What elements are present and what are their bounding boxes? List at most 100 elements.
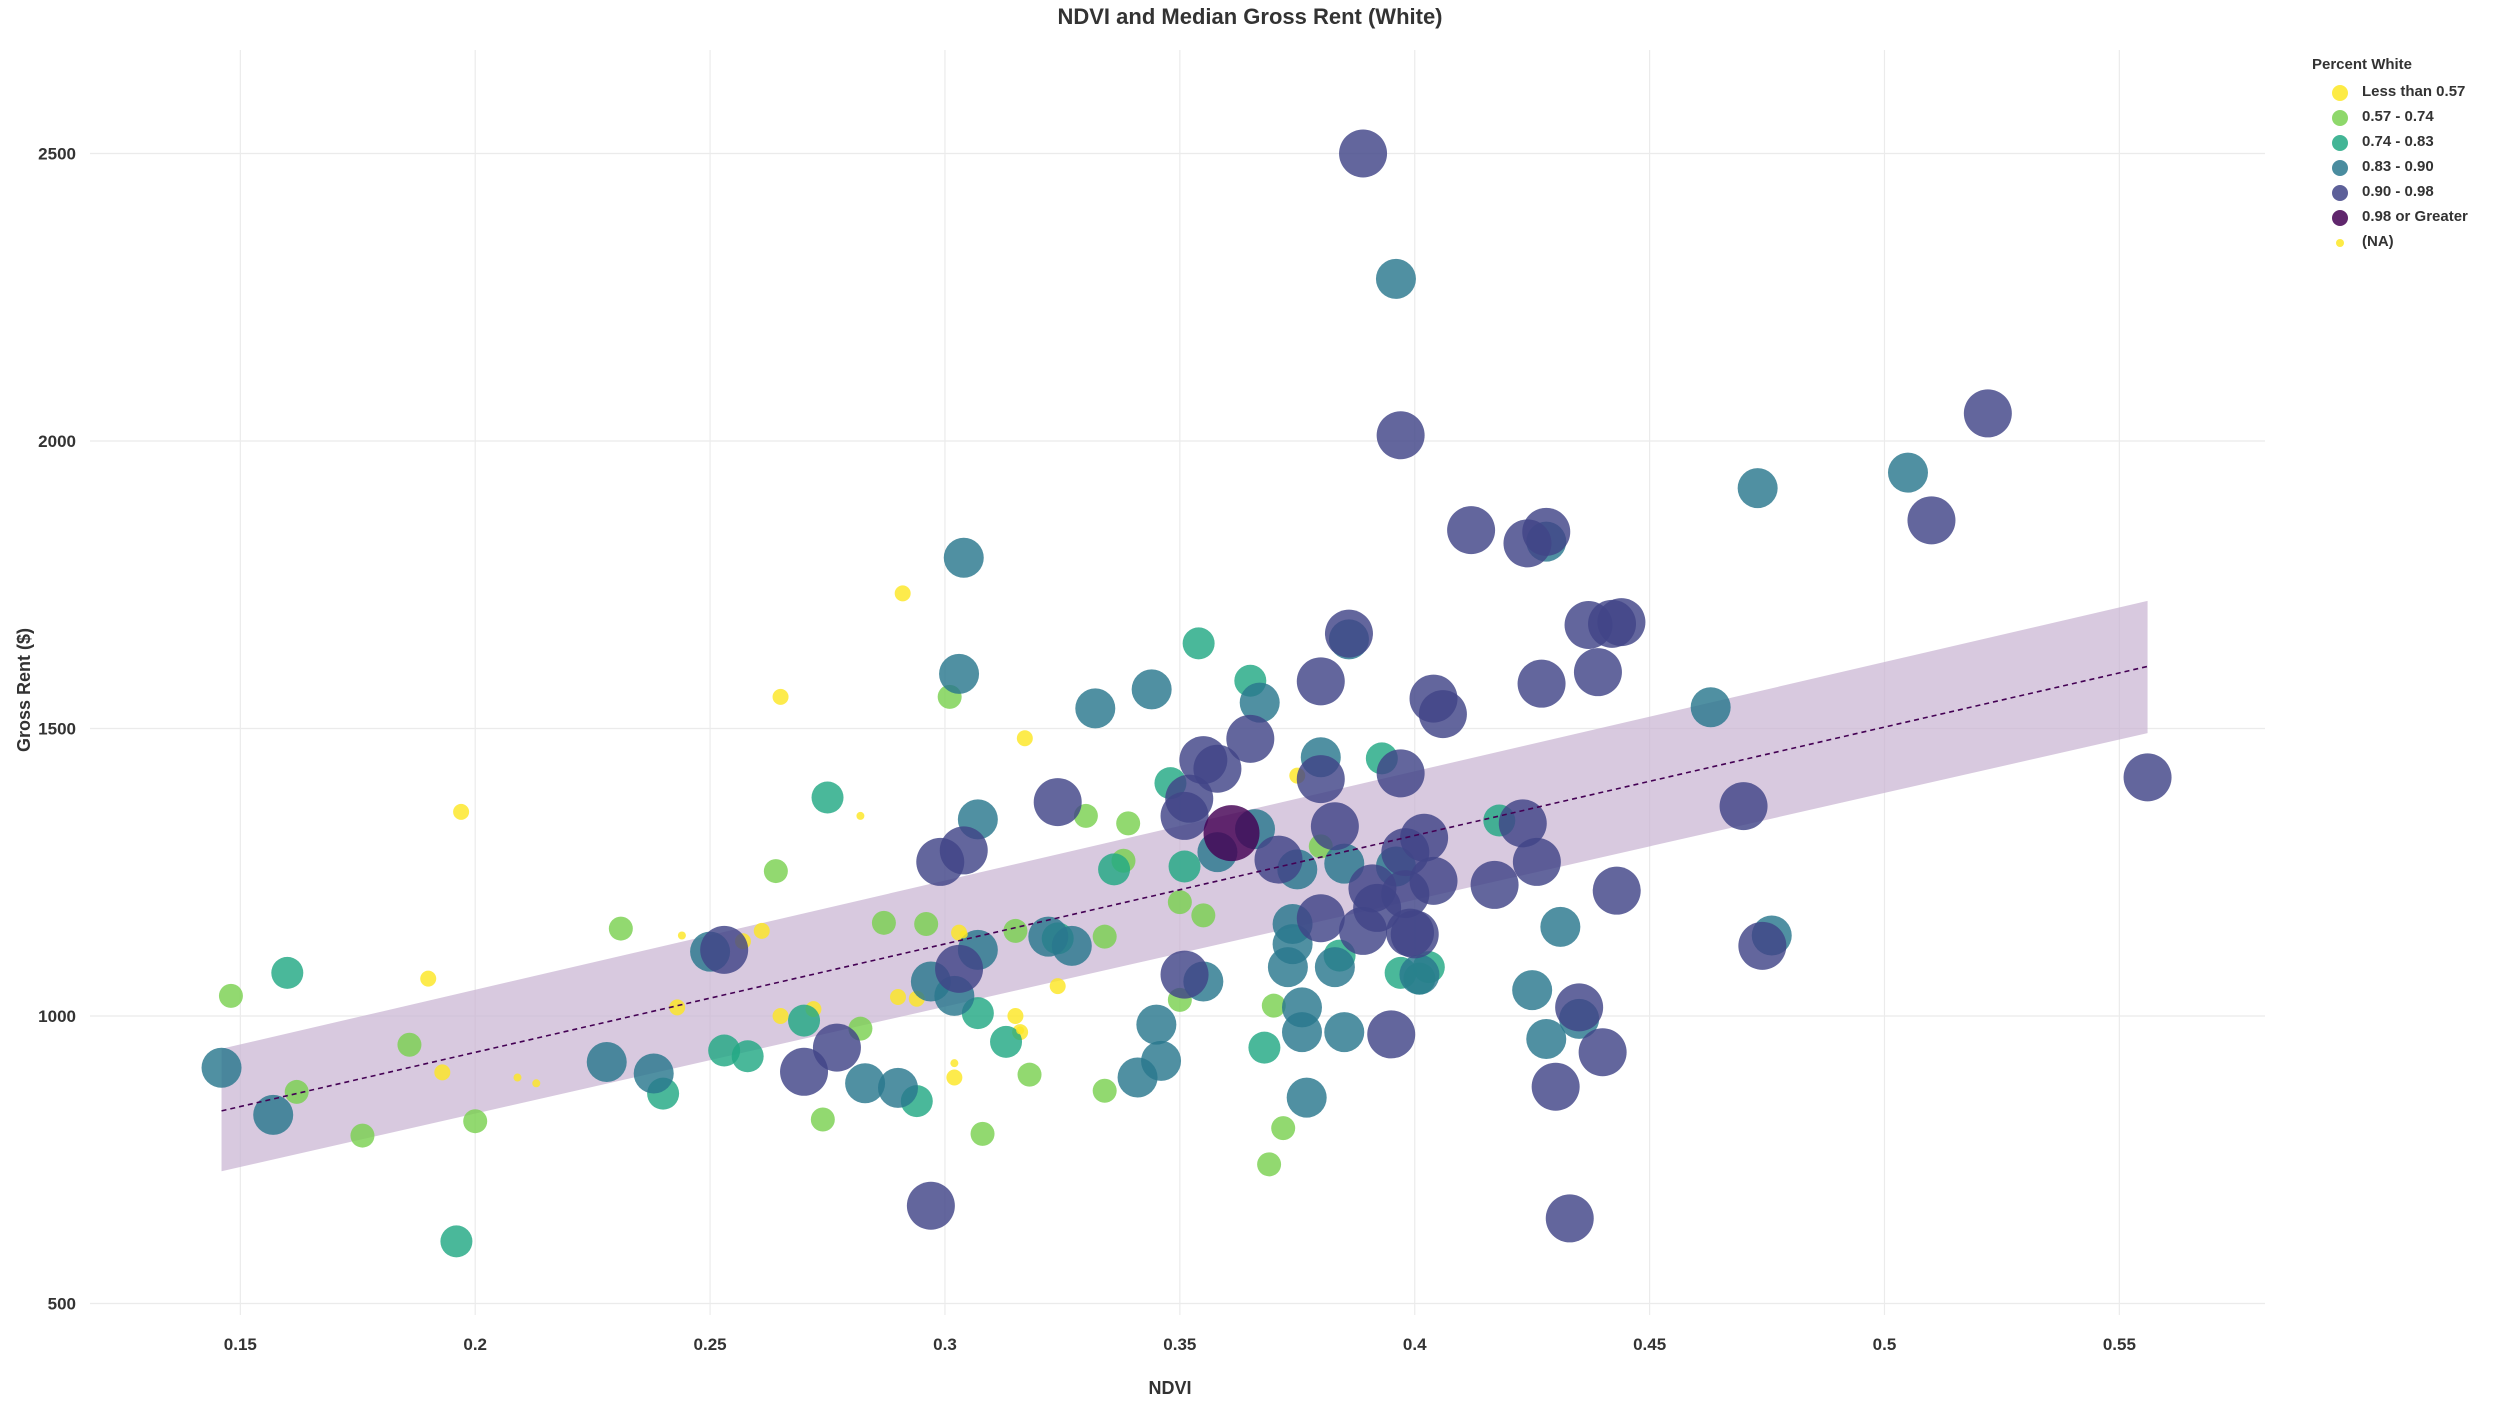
data-point-0-83-0-90: [845, 1063, 886, 1104]
legend-swatch: [2332, 110, 2348, 126]
data-point-0-74-0-83: [990, 1025, 1023, 1058]
data-point-0-83-0-90: [1075, 688, 1116, 729]
legend-item: 0.90 - 0.98: [2312, 181, 2492, 206]
x-tick-label: 0.3: [933, 1335, 957, 1354]
data-point-0-57-0-74: [1017, 1062, 1042, 1087]
data-point-0-83-0-90: [1281, 1012, 1322, 1053]
legend-swatch: [2332, 210, 2348, 226]
data-point-0-83-0-90: [1737, 468, 1778, 509]
data-point-0-83-0-90: [1272, 924, 1313, 965]
data-point-0-90-0-98: [1310, 802, 1359, 851]
legend-items: Less than 0.57 0.57 - 0.74 0.74 - 0.83 0.83…: [2312, 81, 2492, 256]
data-point-0-90-0-98: [1400, 813, 1449, 862]
data-point-na: [856, 811, 865, 820]
data-point-0-90-0-98: [1498, 799, 1547, 848]
data-point-0-90-0-98: [1409, 856, 1458, 905]
data-point-0-83-0-90: [1136, 1004, 1177, 1045]
data-point-0-74-0-83: [271, 956, 304, 989]
data-point-less-than-0-57: [946, 1069, 963, 1086]
data-point-0-90-0-98: [1592, 866, 1641, 915]
data-point-0-83-0-90: [1131, 669, 1172, 710]
y-tick-label: 1500: [38, 720, 76, 739]
legend-label: Less than 0.57: [2362, 83, 2466, 100]
data-point-less-than-0-57: [1016, 730, 1033, 747]
legend-item: 0.98 or Greater: [2312, 206, 2492, 231]
y-tick-label: 1000: [38, 1007, 76, 1026]
data-point-0-83-0-90: [1690, 687, 1731, 728]
data-point-0-83-0-90: [1399, 954, 1440, 995]
data-point-0-90-0-98: [1376, 749, 1425, 798]
legend: Percent White Less than 0.57 0.57 - 0.74 0…: [2312, 56, 2492, 256]
data-point-0-90-0-98: [1296, 755, 1345, 804]
data-point-0-90-0-98: [1597, 598, 1646, 647]
data-point-0-90-0-98: [1296, 657, 1345, 706]
data-point-0-90-0-98: [1033, 778, 1082, 827]
data-point-0-90-0-98: [700, 925, 749, 974]
legend-item: 0.74 - 0.83: [2312, 131, 2492, 156]
data-point-0-90-0-98: [1367, 1010, 1416, 1059]
data-point-0-57-0-74: [397, 1032, 422, 1057]
legend-swatch: [2332, 160, 2348, 176]
data-point-less-than-0-57: [434, 1064, 451, 1081]
x-tick-label: 0.35: [1163, 1335, 1196, 1354]
data-point-0-83-0-90: [633, 1053, 674, 1094]
data-point-less-than-0-57: [772, 688, 789, 705]
data-point-0-57-0-74: [871, 910, 896, 935]
data-point-0-90-0-98: [1531, 1062, 1580, 1111]
data-point-0-57-0-74: [970, 1121, 995, 1146]
data-point-0-83-0-90: [1324, 1012, 1365, 1053]
legend-label: 0.90 - 0.98: [2362, 183, 2434, 200]
legend-swatch: [2332, 85, 2348, 101]
y-tick-label: 500: [48, 1295, 76, 1314]
data-point-0-90-0-98: [1165, 774, 1214, 823]
data-point-0-90-0-98: [1226, 714, 1275, 763]
grid: [90, 50, 2265, 1315]
chart-title: NDVI and Median Gross Rent (White): [1057, 4, 1443, 29]
tick-labels: 0.15 0.2 0.25 0.3 0.35 0.4 0.45 0.5 0.55 500 1000 1…: [38, 145, 2136, 1355]
data-point-0-83-0-90: [877, 1067, 918, 1108]
data-point-0-83-0-90: [1314, 947, 1355, 988]
data-point-0-74-0-83: [1248, 1031, 1281, 1064]
data-point-0-90-0-98: [1555, 983, 1604, 1032]
data-point-0-57-0-74: [914, 912, 939, 936]
data-point-0-90-0-98: [1522, 507, 1571, 556]
data-point-0-83-0-90: [1887, 452, 1928, 493]
legend-swatch: [2332, 185, 2348, 201]
data-point-less-than-0-57: [1049, 978, 1066, 995]
x-tick-label: 0.45: [1633, 1335, 1666, 1354]
legend-label: 0.83 - 0.90: [2362, 158, 2434, 175]
data-point-less-than-0-57: [669, 999, 686, 1016]
data-point-0-57-0-74: [1191, 903, 1216, 928]
data-point-0-90-0-98: [1907, 496, 1956, 545]
data-points: [201, 129, 2172, 1258]
data-point-0-90-0-98: [812, 1023, 861, 1072]
data-point-0-90-0-98: [1254, 835, 1303, 884]
legend-swatch: [2336, 239, 2344, 247]
data-point-0-74-0-83: [1098, 853, 1131, 886]
legend-item: 0.57 - 0.74: [2312, 106, 2492, 131]
confidence-band-layer: [221, 600, 2148, 1172]
data-point-0-90-0-98: [1545, 1194, 1594, 1243]
data-point-0-90-0-98: [2123, 753, 2172, 802]
legend-item: (NA): [2312, 231, 2492, 256]
data-point-0-90-0-98: [1296, 894, 1345, 943]
data-point-na: [677, 931, 686, 940]
data-point-0-90-0-98: [1512, 837, 1561, 886]
legend-label: 0.57 - 0.74: [2362, 108, 2434, 125]
data-point-less-than-0-57: [889, 989, 906, 1006]
data-point-0-90-0-98: [1390, 910, 1439, 959]
data-point-0-83-0-90: [1540, 906, 1581, 947]
data-point-0-90-0-98: [935, 944, 984, 993]
data-point-0-83-0-90: [939, 653, 980, 694]
confidence-band: [221, 600, 2148, 1172]
data-point-0-74-0-83: [788, 1004, 821, 1037]
data-point-0-74-0-83: [1182, 627, 1215, 660]
data-point-less-than-0-57: [772, 1008, 789, 1024]
data-point-0-83-0-90: [1375, 258, 1416, 299]
data-point-0-57-0-74: [218, 983, 243, 1008]
data-point-0-74-0-83: [731, 1040, 764, 1073]
data-point-0-57-0-74: [1092, 1078, 1117, 1103]
data-point-0-90-0-98: [939, 826, 988, 875]
data-point-0-74-0-83: [811, 781, 844, 814]
data-point-0-90-0-98: [1339, 129, 1388, 178]
